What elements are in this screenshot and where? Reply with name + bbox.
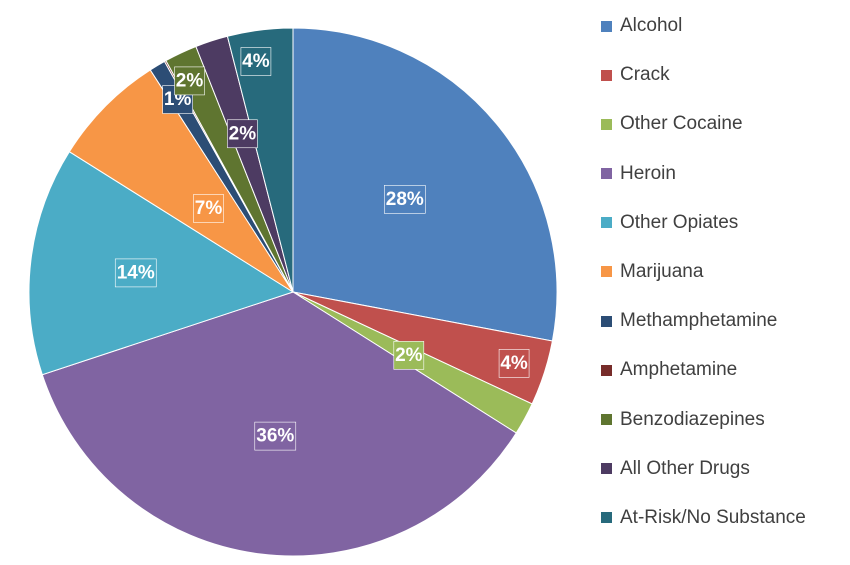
legend-swatch [601, 512, 612, 524]
legend-item: Benzodiazepines [601, 408, 846, 432]
data-label-text: 36% [256, 426, 294, 447]
data-label-box [114, 258, 157, 288]
data-label-text: 14% [117, 262, 155, 283]
legend-label: Marijuana [620, 260, 704, 282]
legend-swatch [601, 217, 612, 229]
legend-label: Alcohol [620, 15, 683, 36]
data-label: 4% [498, 349, 530, 378]
data-label-text: 4% [500, 353, 528, 374]
legend-item: Amphetamine [601, 358, 846, 382]
data-label-text: 28% [386, 189, 424, 210]
legend-label: Methamphetamine [620, 310, 778, 332]
legend-item: All Other Drugs [601, 457, 846, 481]
data-label-text: 2% [176, 70, 204, 91]
pie-slice-marijuana [68, 69, 294, 293]
legend-swatch [601, 20, 612, 32]
legend-swatch [601, 364, 612, 376]
data-label-box [393, 341, 425, 370]
data-label-box [227, 119, 258, 149]
legend-label: Benzodiazepines [620, 408, 765, 430]
legend-swatch [601, 69, 612, 81]
legend-swatch [601, 414, 612, 425]
data-label: 2% [393, 341, 425, 370]
legend-swatch [601, 168, 612, 180]
legend-item: Methamphetamine [601, 309, 846, 333]
legend-label: Other Opiates [620, 211, 739, 233]
data-label: 4% [240, 47, 272, 76]
data-label: 2% [227, 119, 258, 149]
data-label-text: 7% [195, 198, 223, 219]
legend-swatch [601, 315, 612, 327]
legend-label: At-Risk/No Substance [620, 506, 806, 528]
legend-swatch [601, 118, 612, 130]
legend-label: Crack [620, 64, 670, 86]
data-label-box [240, 47, 272, 76]
legend-item: Other Cocaine [601, 112, 846, 136]
pie-slice-alcohol [292, 27, 558, 342]
legend-label: Other Cocaine [620, 113, 743, 135]
data-label-box [498, 349, 530, 378]
data-label-text: 4% [242, 51, 270, 72]
chart-legend: Alcohol Crack Other Cocaine Heroin Other Opi… [601, 14, 846, 555]
pie-chart-svg: 28%4%2%36%14%7%1%2%2%4% [28, 27, 558, 557]
data-label-box [174, 66, 205, 96]
legend-label: Amphetamine [620, 359, 738, 381]
legend-swatch [601, 266, 612, 278]
legend-swatch [601, 463, 612, 475]
legend-item: Marijuana [601, 260, 846, 284]
data-label-box [193, 194, 224, 223]
data-label: 28% [383, 185, 426, 214]
data-label: 7% [193, 194, 224, 223]
data-label-box [254, 421, 297, 451]
legend-item: Other Opiates [601, 211, 846, 235]
legend-item: Heroin [601, 162, 846, 186]
legend-item: Alcohol [601, 14, 846, 38]
data-label: 14% [114, 258, 157, 288]
data-label-text: 2% [395, 345, 423, 366]
legend-item: Crack [601, 63, 846, 87]
pie-slice-other-opiates [28, 151, 295, 376]
data-label: 2% [174, 66, 205, 96]
pie-slice-at-risk-no-substance [226, 27, 294, 293]
data-label: 36% [254, 421, 297, 451]
data-label-box [383, 185, 426, 214]
legend-label: All Other Drugs [620, 457, 750, 479]
data-label-text: 2% [229, 123, 257, 144]
legend-label: Heroin [620, 162, 676, 184]
legend-item: At-Risk/No Substance [601, 506, 846, 530]
